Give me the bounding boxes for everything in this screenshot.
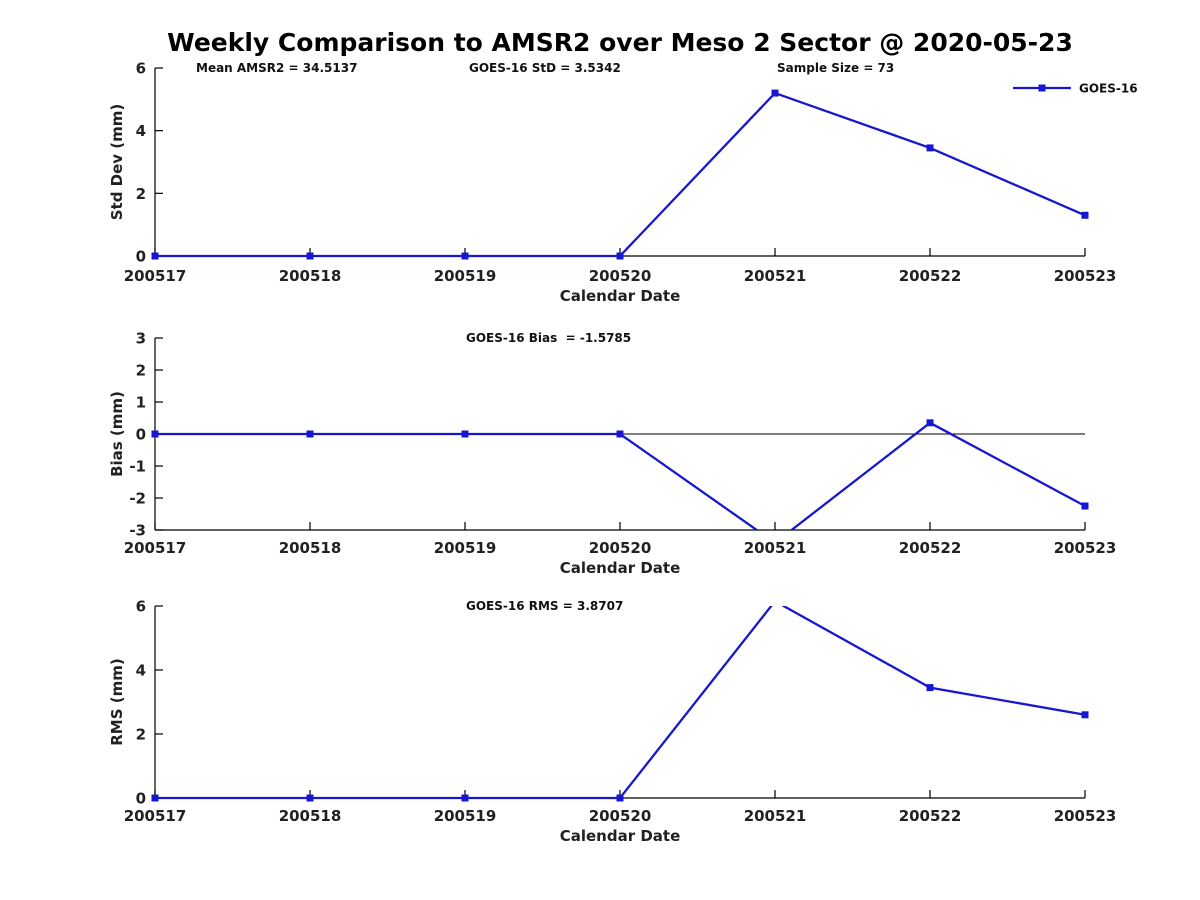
data-point-marker bbox=[151, 794, 159, 802]
x-tick-label: 200518 bbox=[279, 807, 342, 825]
data-point-marker bbox=[306, 252, 314, 260]
x-tick-label: 200520 bbox=[589, 807, 652, 825]
x-tick-label: 200517 bbox=[124, 539, 187, 557]
x-tick-label: 200520 bbox=[589, 539, 652, 557]
data-point-marker bbox=[151, 252, 159, 260]
x-tick-label: 200517 bbox=[124, 807, 187, 825]
data-point-marker bbox=[926, 144, 934, 152]
x-tick-label: 200521 bbox=[744, 807, 807, 825]
x-tick-label: 200519 bbox=[434, 807, 497, 825]
chart-std-dev: 0 2 4 6 200517 200518 200519 200520 200521 200522… bbox=[108, 60, 1138, 306]
x-tick-label: 200523 bbox=[1054, 539, 1117, 557]
annotation-text: GOES-16 StD = 3.5342 bbox=[469, 61, 621, 75]
y-tick-label: -2 bbox=[129, 490, 146, 508]
x-tick-label: 200520 bbox=[589, 267, 652, 285]
y-axis-title: Bias (mm) bbox=[108, 391, 126, 477]
data-point-marker bbox=[1081, 711, 1089, 719]
y-axis-title: RMS (mm) bbox=[108, 658, 126, 745]
data-point-marker bbox=[1081, 502, 1089, 510]
data-point-marker bbox=[771, 89, 779, 97]
x-tick-label: 200523 bbox=[1054, 807, 1117, 825]
x-tick-label: 200523 bbox=[1054, 267, 1117, 285]
data-point-marker bbox=[616, 794, 624, 802]
x-tick-label: 200518 bbox=[279, 539, 342, 557]
legend-label: GOES-16 bbox=[1079, 82, 1138, 96]
x-tick-label: 200521 bbox=[744, 267, 807, 285]
annotation-text: Sample Size = 73 bbox=[777, 61, 894, 75]
data-point-marker bbox=[461, 430, 469, 438]
data-point-marker bbox=[306, 430, 314, 438]
x-tick-label: 200517 bbox=[124, 267, 187, 285]
series-group bbox=[151, 419, 1089, 530]
data-point-marker bbox=[306, 794, 314, 802]
data-point-marker bbox=[1081, 211, 1089, 219]
x-tick-label: 200522 bbox=[899, 539, 962, 557]
annotation-text: GOES-16 RMS = 3.8707 bbox=[466, 599, 623, 613]
chart-rms: 0 2 4 6 200517 200518 200519 200520 200521 200522… bbox=[108, 598, 1117, 846]
y-tick-label: -1 bbox=[129, 458, 146, 476]
y-tick-label: 1 bbox=[136, 394, 146, 412]
y-tick-label: 0 bbox=[136, 426, 146, 444]
x-tick-label: 200522 bbox=[899, 267, 962, 285]
data-point-marker bbox=[616, 252, 624, 260]
annotation-text: GOES-16 Bias = -1.5785 bbox=[466, 331, 631, 345]
data-point-marker bbox=[926, 419, 934, 427]
x-axis-title: Calendar Date bbox=[560, 827, 681, 845]
data-point-marker bbox=[772, 598, 779, 605]
y-axis-title: Std Dev (mm) bbox=[108, 104, 126, 221]
data-point-marker bbox=[926, 684, 934, 692]
figure-title: Weekly Comparison to AMSR2 over Meso 2 S… bbox=[167, 28, 1073, 57]
y-tick-label: 6 bbox=[136, 60, 146, 78]
y-tick-label: 0 bbox=[136, 790, 146, 808]
x-axis-title: Calendar Date bbox=[560, 287, 681, 305]
data-point-marker bbox=[151, 430, 159, 438]
x-axis-title: Calendar Date bbox=[560, 559, 681, 577]
y-tick-label: 6 bbox=[136, 598, 146, 616]
annotation-text: Mean AMSR2 = 34.5137 bbox=[196, 61, 357, 75]
data-line bbox=[155, 606, 1086, 800]
y-tick-label: -3 bbox=[129, 522, 146, 540]
x-tick-label: 200519 bbox=[434, 539, 497, 557]
series-group bbox=[151, 598, 1089, 802]
data-line bbox=[155, 91, 1086, 258]
x-tick-label: 200519 bbox=[434, 267, 497, 285]
series-group bbox=[151, 89, 1089, 260]
x-tick-label: 200522 bbox=[899, 807, 962, 825]
data-point-marker bbox=[616, 430, 624, 438]
y-tick-label: 2 bbox=[136, 726, 146, 744]
y-tick-label: 3 bbox=[136, 330, 146, 348]
y-tick-label: 4 bbox=[136, 122, 146, 140]
data-point-marker bbox=[461, 252, 469, 260]
y-tick-label: 4 bbox=[136, 662, 146, 680]
y-tick-label: 2 bbox=[136, 362, 146, 380]
y-tick-label: 2 bbox=[136, 185, 146, 203]
x-tick-label: 200518 bbox=[279, 267, 342, 285]
legend-marker bbox=[1038, 84, 1046, 92]
y-tick-label: 0 bbox=[136, 248, 146, 266]
data-point-marker bbox=[461, 794, 469, 802]
x-tick-label: 200521 bbox=[744, 539, 807, 557]
